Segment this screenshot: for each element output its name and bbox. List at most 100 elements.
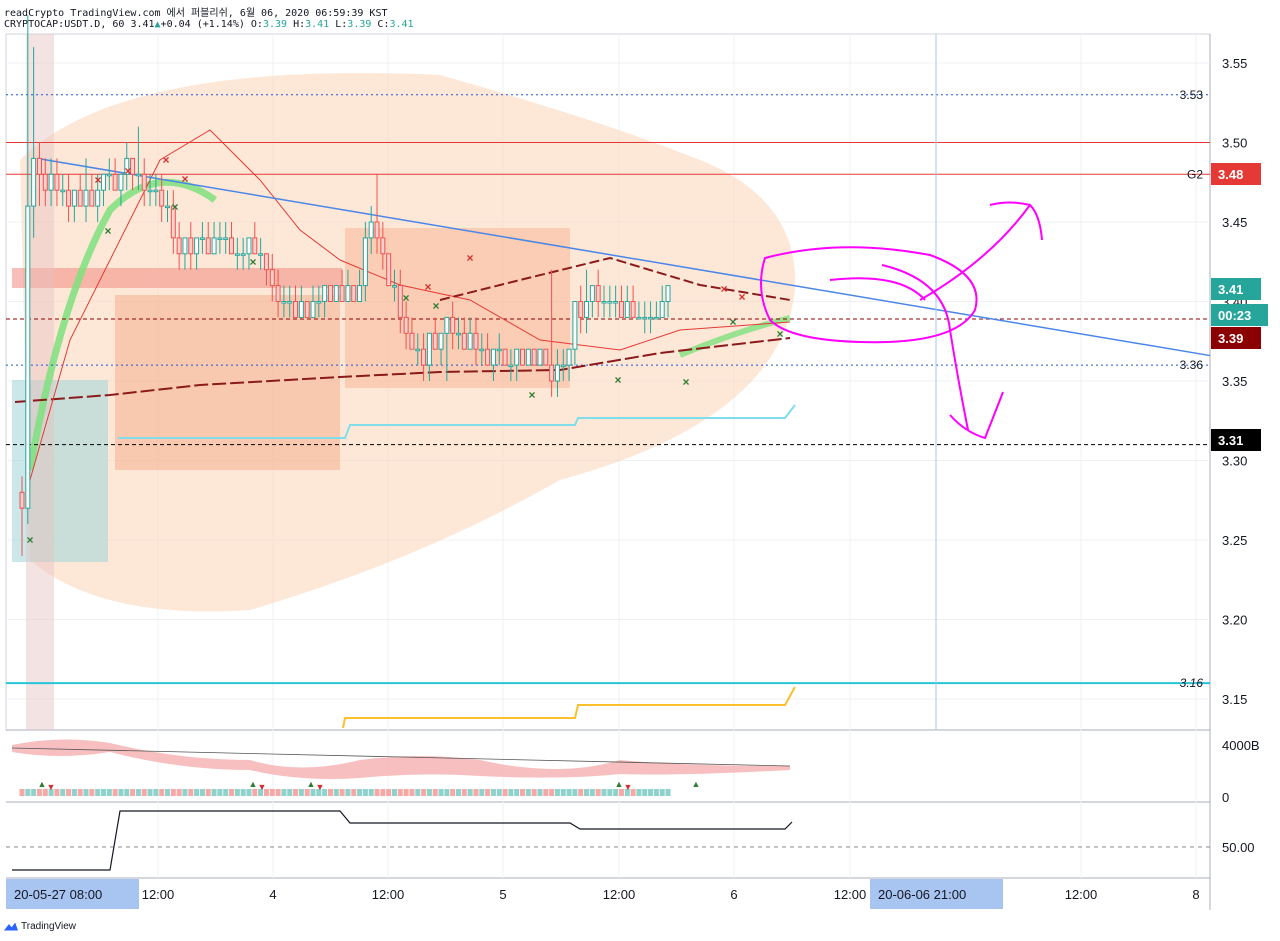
candle[interactable] (607, 285, 613, 318)
candle[interactable] (601, 285, 607, 318)
candle[interactable] (25, 15, 31, 525)
candle[interactable] (595, 269, 601, 318)
candle[interactable] (77, 174, 83, 207)
candle[interactable] (461, 317, 467, 350)
price-badge[interactable] (1211, 278, 1261, 300)
candle[interactable] (589, 285, 595, 318)
candle[interactable] (176, 222, 182, 270)
candle[interactable] (659, 285, 665, 318)
candle[interactable] (310, 285, 316, 318)
candle[interactable] (653, 301, 659, 320)
candle[interactable] (479, 333, 485, 366)
candle[interactable] (415, 333, 421, 366)
candle[interactable] (42, 158, 48, 207)
candle[interactable] (223, 222, 229, 254)
candle[interactable] (293, 285, 299, 318)
candle[interactable] (83, 158, 89, 222)
candle[interactable] (514, 348, 520, 381)
candle[interactable] (560, 349, 566, 381)
candle[interactable] (613, 285, 619, 318)
candle[interactable] (66, 174, 72, 222)
candle[interactable] (124, 142, 130, 191)
candle[interactable] (490, 348, 496, 381)
price-badge[interactable] (1211, 327, 1261, 349)
candle[interactable] (496, 333, 502, 366)
candle[interactable] (275, 269, 281, 318)
candle[interactable] (362, 222, 368, 302)
candle[interactable] (31, 47, 37, 238)
candle[interactable] (351, 285, 357, 303)
candle[interactable] (473, 317, 479, 366)
candle[interactable] (304, 301, 310, 318)
candle[interactable] (165, 190, 170, 222)
candle[interactable] (217, 222, 223, 254)
price-badge[interactable] (1211, 429, 1261, 451)
candle[interactable] (554, 349, 560, 397)
candle[interactable] (159, 174, 165, 222)
candle[interactable] (426, 332, 432, 381)
candle[interactable] (345, 269, 351, 303)
candle[interactable] (263, 253, 269, 286)
candle[interactable] (339, 269, 345, 303)
candle[interactable] (118, 173, 124, 207)
candle[interactable] (130, 157, 136, 191)
candle[interactable] (391, 269, 397, 302)
price-badge[interactable] (1211, 304, 1268, 326)
candle[interactable] (48, 158, 54, 207)
candle[interactable] (456, 317, 461, 350)
candle[interactable] (333, 285, 339, 303)
candle[interactable] (153, 174, 159, 207)
candle[interactable] (467, 317, 473, 350)
tradingview-brand[interactable]: TradingView (4, 921, 76, 932)
candle[interactable] (566, 348, 572, 381)
candle[interactable] (100, 173, 106, 207)
candle[interactable] (316, 285, 322, 318)
candle[interactable] (205, 222, 211, 255)
candle[interactable] (549, 269, 555, 397)
candle[interactable] (258, 237, 264, 270)
candle[interactable] (421, 333, 427, 381)
candle[interactable] (327, 285, 333, 303)
candle[interactable] (269, 253, 275, 302)
candle[interactable] (502, 348, 508, 366)
candle[interactable] (240, 237, 246, 270)
candle[interactable] (357, 269, 363, 303)
candle[interactable] (60, 174, 66, 207)
candle[interactable] (409, 317, 415, 350)
candle[interactable] (584, 269, 590, 334)
candle[interactable] (234, 237, 240, 270)
candle[interactable] (287, 285, 293, 318)
candle[interactable] (531, 348, 537, 366)
candle[interactable] (665, 285, 671, 318)
candle[interactable] (147, 174, 153, 207)
candle[interactable] (537, 348, 543, 366)
candle[interactable] (281, 285, 287, 318)
candle[interactable] (386, 253, 392, 287)
candle[interactable] (199, 222, 205, 254)
time-cursor-badge[interactable] (870, 879, 1003, 909)
candle[interactable] (578, 285, 584, 334)
candle[interactable] (543, 348, 549, 366)
price-badge[interactable] (1211, 163, 1261, 185)
candle[interactable] (525, 348, 531, 366)
candle[interactable] (618, 285, 624, 318)
candle[interactable] (624, 285, 630, 318)
candle[interactable] (246, 237, 252, 270)
candle[interactable] (106, 158, 112, 191)
candle[interactable] (403, 301, 409, 350)
candle[interactable] (112, 158, 118, 191)
candle[interactable] (211, 222, 217, 255)
candle[interactable] (54, 158, 60, 207)
candle[interactable] (368, 206, 374, 254)
candle[interactable] (170, 190, 176, 254)
candle[interactable] (298, 285, 304, 318)
candle[interactable] (252, 222, 258, 255)
candle[interactable] (36, 142, 42, 207)
time-cursor-badge[interactable] (6, 879, 139, 909)
candle[interactable] (141, 158, 147, 207)
candle[interactable] (572, 301, 578, 366)
candle[interactable] (432, 317, 438, 350)
candle[interactable] (438, 332, 444, 366)
candle[interactable] (642, 301, 648, 334)
